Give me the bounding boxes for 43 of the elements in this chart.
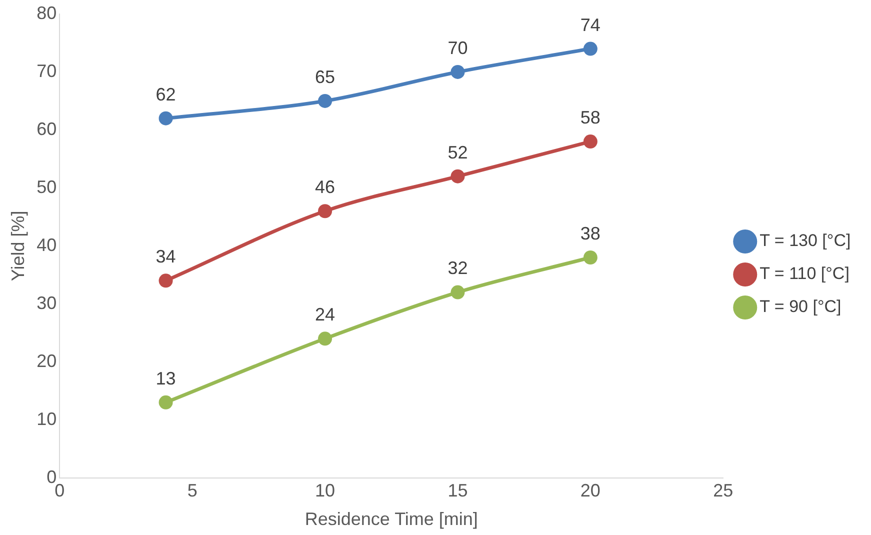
y-tick-label: 70	[36, 60, 57, 81]
x-tick-label: 5	[187, 480, 198, 501]
data-label: 70	[448, 38, 468, 58]
legend-label: T = 130 [°C]	[760, 231, 851, 250]
data-label: 32	[448, 258, 468, 278]
data-label: 24	[315, 304, 336, 325]
y-tick-label: 30	[36, 292, 57, 313]
point	[450, 169, 465, 184]
point	[318, 94, 332, 108]
x-tick-label: 15	[448, 480, 468, 501]
data-label: 58	[580, 108, 600, 128]
data-label: 65	[315, 66, 336, 87]
point	[318, 204, 332, 218]
point	[158, 111, 173, 126]
x-tick-label: 20	[580, 480, 600, 501]
point	[583, 42, 598, 56]
data-label: 46	[315, 177, 336, 198]
point	[583, 250, 598, 264]
y-tick-label: 50	[36, 176, 57, 197]
data-label: 13	[156, 368, 176, 388]
y-tick-label: 80	[36, 2, 57, 23]
point	[158, 274, 173, 288]
data-label: 74	[580, 14, 600, 35]
point	[583, 134, 598, 149]
data-label: 38	[580, 223, 600, 244]
point	[158, 395, 173, 410]
y-tick-label: 0	[46, 466, 57, 487]
legend-label: T = 110 [°C]	[760, 264, 850, 284]
legend-label: T = 90 [°C]	[760, 297, 842, 316]
data-label: 52	[448, 142, 468, 162]
x-axis-title: Residence Time [min]	[304, 509, 478, 530]
data-label: 62	[156, 84, 176, 104]
point	[318, 332, 332, 346]
y-tick-label: 40	[36, 234, 57, 255]
point	[450, 285, 465, 300]
data-label: 34	[156, 246, 176, 267]
point	[450, 64, 465, 79]
y-tick-label: 20	[36, 350, 57, 371]
x-tick-label: 25	[713, 480, 734, 501]
x-tick-label: 10	[315, 480, 336, 501]
y-tick-label: 10	[36, 408, 57, 429]
y-tick-label: 60	[36, 118, 57, 139]
y-axis-title: Yield [%]	[8, 210, 28, 282]
